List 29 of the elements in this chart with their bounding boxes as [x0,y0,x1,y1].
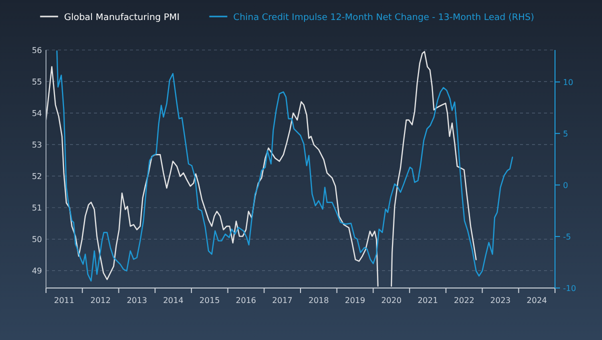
x-tick-label: 2021 [418,296,438,305]
x-tick-label: 2024 [526,296,547,305]
x-tick-label: 2020 [381,296,402,305]
y2-tick-label: 5 [563,129,568,138]
x-tick-label: 2015 [199,296,220,305]
y2-tick-label: -10 [563,284,576,293]
x-tick-label: 2016 [236,296,256,305]
y-tick-label: 55 [32,77,42,86]
x-tick-label: 2018 [308,296,329,305]
y-tick-label: 54 [32,108,42,118]
y-tick-label: 49 [32,266,42,276]
y-tick-label: 51 [32,203,42,212]
x-tick-label: 2011 [54,296,74,305]
x-tick-label: 2023 [490,296,511,305]
y2-tick-label: -5 [563,232,571,242]
legend-label: China Credit Impulse 12-Month Net Change - 13-Month Lead (RHS) [233,13,534,23]
x-tick-label: 2017 [272,296,292,305]
y2-tick-label: 10 [563,78,574,87]
x-tick-label: 2014 [163,296,184,305]
y-tick-label: 50 [32,234,42,244]
x-tick-label: 2022 [454,296,474,305]
x-tick-label: 2019 [344,296,366,305]
legend-label: Global Manufacturing PMI [64,13,180,23]
y2-tick-label: 0 [563,180,568,190]
y-tick-label: 56 [32,46,42,55]
y-tick-label: 53 [32,140,42,150]
x-tick-label: 2013 [126,296,148,305]
x-tick-label: 2012 [90,296,111,305]
y-tick-label: 52 [32,172,42,181]
